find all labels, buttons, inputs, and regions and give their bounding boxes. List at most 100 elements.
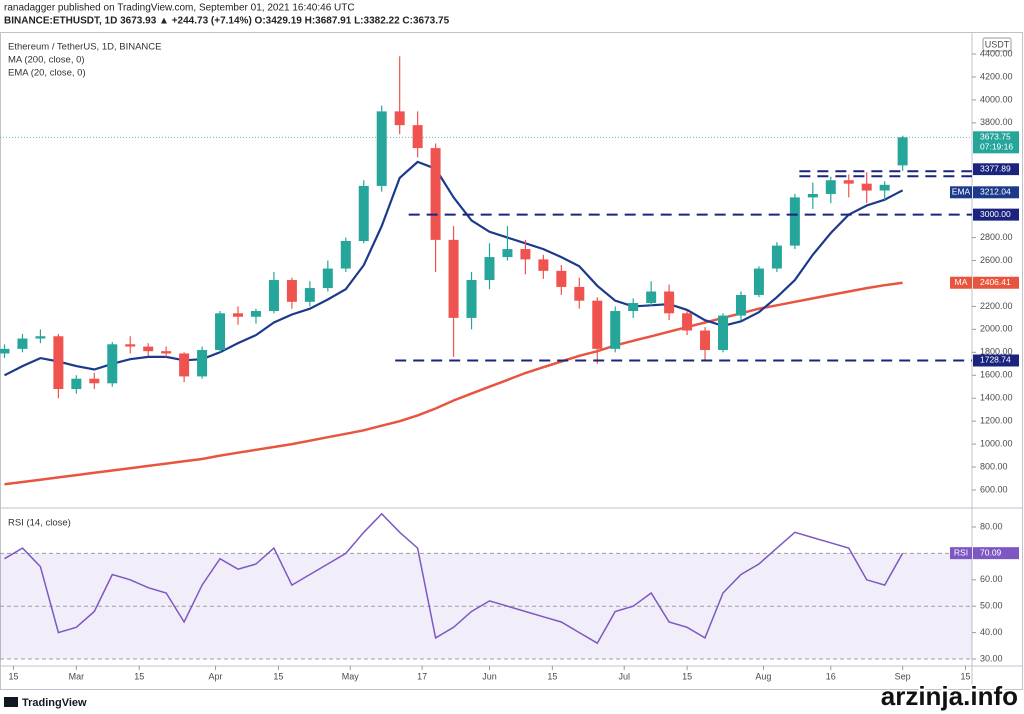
- series-tag-name-box: [950, 276, 972, 289]
- series-tag-value: 3212.04: [980, 187, 1011, 197]
- countdown: 07:19:16: [980, 142, 1013, 152]
- y-tick-label: 4200.00: [980, 71, 1013, 81]
- candle-body: [682, 313, 693, 331]
- y-tick-label: 4000.00: [980, 94, 1013, 104]
- candle-body: [233, 313, 244, 317]
- x-tick-label: Mar: [69, 671, 85, 681]
- candle-body: [71, 378, 82, 390]
- tv-logo: [4, 697, 18, 707]
- x-tick-label: Sep: [895, 671, 911, 681]
- candle-body: [879, 184, 890, 191]
- x-tick-label: 15: [547, 671, 557, 681]
- x-tick-label: 15: [682, 671, 692, 681]
- chart-frame: [0, 32, 1023, 690]
- candle-body: [268, 280, 279, 312]
- x-tick-label: 15: [273, 671, 283, 681]
- candle-body: [843, 180, 854, 184]
- quote-line: BINANCE:ETHUSDT, 1D 3673.93 ▲ +244.73 (+…: [4, 16, 450, 27]
- y-tick-label: 2000.00: [980, 324, 1013, 334]
- candle-body: [250, 311, 261, 317]
- candle-body: [610, 311, 621, 349]
- y-tick-label: 1600.00: [980, 370, 1013, 380]
- last-price-box: [973, 131, 1019, 154]
- ema-legend: EMA (20, close, 0): [8, 68, 86, 79]
- rsi-tag-value-box: [973, 547, 1019, 560]
- candle-body: [753, 268, 764, 295]
- candle-body: [53, 336, 64, 390]
- x-tick-label: Jul: [618, 671, 630, 681]
- level-label: 3335.00: [980, 175, 1011, 185]
- candle-body: [897, 137, 908, 166]
- candle-body: [0, 348, 10, 354]
- candle-body: [394, 111, 405, 126]
- rsi-tick-label: 40.00: [980, 627, 1003, 637]
- x-tick-label: Apr: [209, 671, 223, 681]
- candle-body: [466, 280, 477, 318]
- candle-body: [412, 125, 423, 149]
- series-tag-name: MA: [955, 277, 968, 287]
- footer-brand: TradingView: [22, 697, 87, 709]
- candle-body: [286, 280, 297, 302]
- candle-body: [735, 294, 746, 316]
- candle-body: [771, 245, 782, 269]
- candle-body: [430, 148, 441, 240]
- rsi-tag-value: 70.09: [980, 547, 1002, 557]
- candle-body: [700, 330, 711, 351]
- candle-body: [556, 270, 567, 287]
- candle-body: [538, 259, 549, 271]
- author-line: ranadagger published on TradingView.com,…: [4, 3, 355, 14]
- candle-body: [197, 350, 208, 377]
- x-tick-label: 17: [417, 671, 427, 681]
- candle-body: [35, 336, 46, 339]
- series-tag-value: 2406.41: [980, 277, 1011, 287]
- y-tick-label: 2600.00: [980, 255, 1013, 265]
- candle-body: [125, 344, 136, 347]
- series-tag-name: EMA: [952, 187, 971, 197]
- x-tick-label: Aug: [755, 671, 771, 681]
- rsi-tick-label: 50.00: [980, 601, 1003, 611]
- y-tick-label: 1400.00: [980, 393, 1013, 403]
- rsi-tag-name-box: [950, 547, 972, 560]
- currency: USDT: [985, 39, 1010, 49]
- candle-body: [574, 286, 585, 301]
- rsi-line: [4, 512, 904, 645]
- candle-body: [304, 288, 315, 302]
- watermark: arzinja.info: [881, 681, 1018, 711]
- candle-body: [664, 291, 675, 314]
- rsi-tick-label: 60.00: [980, 574, 1003, 584]
- ma-line: [3, 160, 904, 377]
- level-label-box: [973, 175, 1019, 188]
- y-tick-label: 1000.00: [980, 438, 1013, 448]
- candle-body: [376, 111, 387, 186]
- candle-body: [789, 197, 800, 246]
- level-label-box: [973, 354, 1019, 367]
- y-tick-label: 2200.00: [980, 301, 1013, 311]
- ma-line: [4, 281, 903, 486]
- x-tick-label: May: [342, 671, 360, 681]
- candle-body: [628, 302, 639, 312]
- y-tick-label: 2800.00: [980, 232, 1013, 242]
- x-tick-label: 16: [826, 671, 836, 681]
- series-tag-value-box: [973, 186, 1019, 199]
- currency-box: [982, 37, 1012, 52]
- candle-body: [861, 183, 872, 191]
- rsi-legend: RSI (14, close): [8, 518, 71, 529]
- rsi-tick-label: 30.00: [980, 653, 1003, 663]
- x-tick-label: 15: [961, 671, 971, 681]
- level-label: 3377.89: [980, 164, 1011, 174]
- y-tick-label: 800.00: [980, 461, 1008, 471]
- level-label: 1728.74: [980, 355, 1011, 365]
- ma-legend: MA (200, close, 0): [8, 55, 85, 66]
- last-price-label: 3673.75: [980, 132, 1011, 142]
- candle-body: [448, 239, 459, 318]
- candle-body: [358, 185, 369, 242]
- rsi-tick-label: 80.00: [980, 521, 1003, 531]
- candle-body: [89, 378, 100, 384]
- candle-body: [484, 257, 495, 281]
- y-tick-label: 3800.00: [980, 117, 1013, 127]
- y-tick-label: 1200.00: [980, 416, 1013, 426]
- candle-body: [520, 249, 531, 260]
- y-tick-label: 4400.00: [980, 48, 1013, 58]
